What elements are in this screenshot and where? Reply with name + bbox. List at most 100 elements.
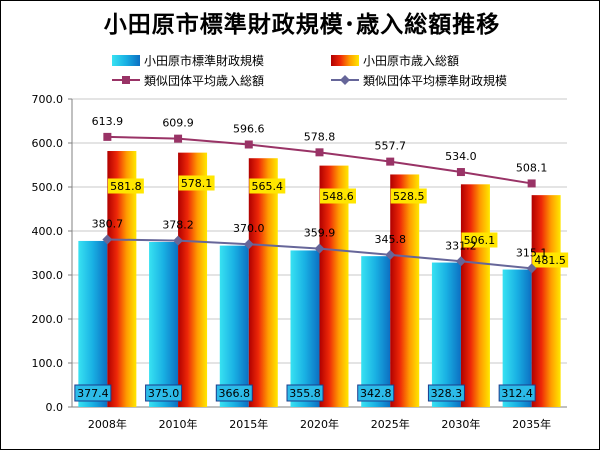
bar-revenue-total	[531, 195, 561, 407]
x-tick-label: 2035年	[512, 417, 551, 431]
data-label-standard-fiscal-scale: 328.3	[431, 387, 463, 400]
marker-similar-avg-scale	[526, 263, 537, 274]
data-label-similar-avg-scale: 370.0	[233, 222, 265, 235]
y-axis: 0.0 100.0 200.0 300.0 400.0 500.0 600.0 700.0	[32, 93, 73, 414]
bar-revenue-total	[178, 152, 208, 407]
legend-label-standard-fiscal-scale: 小田原市標準財政規模	[144, 53, 264, 68]
data-label-standard-fiscal-scale: 377.4	[77, 387, 109, 400]
marker-similar-avg-revenue	[386, 157, 395, 166]
data-label-revenue-total: 565.4	[252, 180, 284, 193]
legend-marker-similar-avg-revenue	[122, 76, 130, 84]
y-tick-label: 400.0	[32, 225, 64, 238]
marker-similar-avg-revenue	[174, 134, 183, 143]
data-label-standard-fiscal-scale: 342.8	[360, 387, 392, 400]
data-label-similar-avg-revenue: 508.1	[516, 161, 548, 174]
legend-label-similar-avg-scale: 類似団体平均標準財政規模	[363, 73, 507, 88]
y-tick-label: 700.0	[32, 93, 64, 106]
data-label-standard-fiscal-scale: 375.0	[148, 387, 180, 400]
data-label-box-standard-fiscal-scale	[286, 384, 324, 402]
legend-label-revenue-total: 小田原市歳入総額	[363, 53, 459, 68]
x-tick-label: 2015年	[229, 417, 268, 431]
bar-standard-fiscal-scale	[149, 242, 179, 407]
line-data-labels: 613.9 609.9 596.6 578.8 557.7 534.0 508.1 380.7…	[92, 115, 548, 259]
marker-similar-avg-scale	[243, 239, 254, 250]
data-label-box-revenue-total	[178, 175, 215, 191]
bar-revenue-total	[390, 174, 420, 407]
y-tick-label: 300.0	[32, 269, 64, 282]
data-label-similar-avg-scale: 315.1	[516, 246, 548, 259]
data-label-similar-avg-revenue: 613.9	[92, 115, 124, 128]
marker-similar-avg-revenue	[103, 132, 112, 141]
data-label-revenue-total: 528.5	[393, 190, 425, 203]
marker-similar-avg-revenue	[315, 148, 324, 157]
data-label-standard-fiscal-scale: 312.4	[501, 387, 533, 400]
legend-swatch-revenue-total	[331, 55, 359, 66]
data-label-box-revenue-total	[532, 252, 569, 268]
data-label-similar-avg-revenue: 557.7	[374, 140, 406, 153]
data-label-similar-avg-revenue: 578.8	[304, 130, 336, 143]
data-label-similar-avg-revenue: 534.0	[445, 150, 477, 163]
data-label-revenue-total: 578.1	[181, 177, 213, 190]
bar-standard-fiscal-scale	[361, 256, 391, 407]
data-label-revenue-total: 581.8	[110, 180, 142, 193]
lines	[102, 132, 537, 274]
bar-standard-fiscal-scale	[219, 245, 249, 407]
data-label-box-revenue-total	[249, 178, 286, 194]
data-label-revenue-total: 506.1	[464, 234, 496, 247]
marker-similar-avg-revenue	[244, 140, 253, 149]
data-label-box-revenue-total	[107, 178, 144, 194]
data-label-box-revenue-total	[390, 188, 427, 204]
data-label-similar-avg-scale: 345.8	[374, 233, 406, 246]
bar-revenue-total	[460, 184, 490, 407]
x-tick-label: 2025年	[371, 417, 410, 431]
bar-standard-fiscal-scale	[78, 240, 108, 407]
bar-revenue-total	[319, 165, 349, 407]
y-tick-label: 600.0	[32, 137, 64, 150]
bars	[78, 151, 561, 407]
y-tick-label: 0.0	[46, 401, 64, 414]
data-label-similar-avg-scale: 359.9	[304, 227, 336, 240]
data-label-box-standard-fiscal-scale	[74, 384, 112, 402]
x-tick-label: 2008年	[88, 417, 127, 431]
x-tick-label: 2010年	[159, 417, 198, 431]
marker-similar-avg-scale	[102, 234, 113, 245]
y-tick-label: 500.0	[32, 181, 64, 194]
data-label-box-standard-fiscal-scale	[498, 384, 536, 402]
legend: 小田原市標準財政規模 小田原市歳入総額 類似団体平均歳入総額 類似団体平均標準財…	[112, 53, 507, 88]
legend-marker-similar-avg-scale	[340, 75, 350, 85]
data-label-box-standard-fiscal-scale	[357, 384, 395, 402]
marker-similar-avg-scale	[314, 243, 325, 254]
x-tick-label: 2030年	[441, 417, 480, 431]
marker-similar-avg-revenue	[456, 168, 465, 177]
data-label-standard-fiscal-scale: 366.8	[219, 387, 251, 400]
marker-similar-avg-scale	[455, 256, 466, 267]
data-label-standard-fiscal-scale: 355.8	[289, 387, 321, 400]
marker-similar-avg-revenue	[527, 179, 536, 188]
y-tick-label: 200.0	[32, 313, 64, 326]
data-label-revenue-total: 548.6	[322, 190, 354, 203]
data-label-similar-avg-scale: 380.7	[92, 217, 124, 230]
bar-standard-fiscal-scale	[290, 250, 320, 407]
marker-similar-avg-scale	[173, 235, 184, 246]
bar-revenue-total	[107, 151, 137, 407]
data-label-similar-avg-revenue: 609.9	[162, 117, 194, 130]
chart-title: 小田原市標準財政規模･歳入総額推移	[104, 11, 501, 38]
legend-swatch-standard-fiscal-scale	[112, 55, 140, 66]
data-label-box-standard-fiscal-scale	[215, 384, 253, 402]
data-label-revenue-total: 481.5	[534, 254, 566, 267]
x-tick-label: 2020年	[300, 417, 339, 431]
legend-label-similar-avg-revenue: 類似団体平均歳入総額	[144, 74, 264, 88]
y-tick-label: 100.0	[32, 357, 64, 370]
data-label-similar-avg-scale: 331.2	[445, 239, 477, 252]
bar-standard-fiscal-scale	[431, 262, 461, 407]
data-label-similar-avg-scale: 378.2	[162, 219, 194, 232]
bar-revenue-total	[248, 158, 278, 407]
marker-similar-avg-scale	[385, 249, 396, 260]
bar-data-labels: 377.4 375.0 366.8 355.8 342.8 328.3 312.4 581.8…	[74, 175, 569, 402]
data-label-box-revenue-total	[320, 188, 356, 204]
data-label-similar-avg-revenue: 596.6	[233, 122, 265, 135]
bar-standard-fiscal-scale	[502, 269, 532, 407]
data-label-box-standard-fiscal-scale	[427, 384, 465, 402]
data-label-box-standard-fiscal-scale	[145, 384, 183, 402]
